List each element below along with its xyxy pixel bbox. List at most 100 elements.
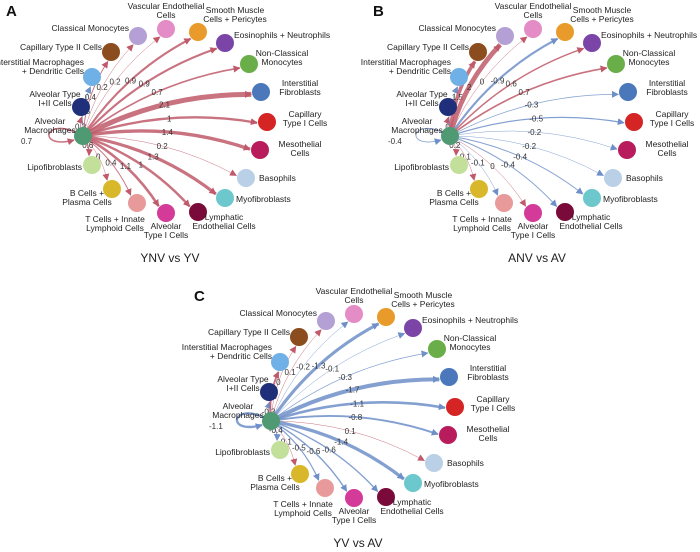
node-circle — [604, 169, 622, 187]
edge-label: 0.9 — [125, 76, 137, 85]
edge — [449, 135, 527, 207]
node-label: Myofibroblasts — [603, 194, 658, 204]
node-circle — [271, 353, 289, 371]
node-circle — [345, 489, 363, 507]
node: Classical Monocytes — [419, 23, 514, 45]
edge-label: 1 — [167, 114, 172, 123]
edge — [270, 332, 406, 422]
edge — [449, 65, 608, 137]
edge — [270, 375, 440, 423]
edge-label: -0.1 — [471, 158, 485, 167]
edge-label: 0 — [276, 378, 281, 387]
node-label: Vascular Endothelial Cells — [316, 286, 393, 305]
node-label: Eosinophils + Neutrophils — [601, 30, 697, 40]
node-circle — [607, 55, 625, 73]
node-label: Myofibroblasts — [424, 479, 479, 489]
edge-label: -0.3 — [338, 373, 352, 382]
edge — [269, 322, 380, 422]
edge — [270, 419, 405, 481]
node-circle — [316, 479, 334, 497]
edge-label: -1.3 — [312, 361, 326, 370]
edge-label: -0.9 — [491, 76, 505, 85]
edge — [82, 134, 217, 196]
edge — [270, 321, 349, 422]
node-label: B Cells + Plasma Cells — [429, 188, 479, 207]
node-label: Capillary Type II Cells — [208, 327, 290, 337]
node-label: Alveolar Type I Cells — [332, 506, 376, 525]
edge-label: -0.6 — [322, 445, 336, 454]
node-label: Eosinophils + Neutrophils — [422, 315, 518, 325]
edge — [449, 135, 604, 176]
edge — [82, 135, 237, 176]
node-label: Lipofibroblasts — [27, 162, 82, 172]
node-label: Alveolar Macrophages — [212, 401, 264, 420]
node-label: Interstitial Macrophages + Dendritic Cell… — [182, 342, 272, 361]
node-circle — [157, 204, 175, 222]
edge — [270, 420, 379, 493]
node-circle — [446, 398, 464, 416]
edge — [447, 43, 502, 137]
node-label: Lymphatic Endothelial Cells — [559, 212, 622, 231]
edge-label: 0.1 — [281, 437, 293, 446]
node-circle — [102, 43, 120, 61]
node-label: T Cells + Innate Lymphoid Cells — [273, 499, 333, 518]
edge-self-loop — [48, 127, 76, 146]
node: Vascular Endothelial Cells — [128, 1, 205, 38]
node-label: Interstitial Macrophages + Dendritic Cell… — [0, 57, 84, 76]
node: Capillary Type II Cells — [387, 42, 487, 61]
edge — [270, 420, 348, 492]
node-label: Alveolar Type I Cells — [144, 221, 188, 240]
node: Non-Classical Monocytes — [240, 48, 308, 73]
node-label: Alveolar Type I+II Cells — [217, 374, 269, 393]
edge — [270, 329, 322, 422]
edge — [81, 90, 252, 139]
edge-label: -0.3 — [525, 101, 539, 110]
edge-label: 0 — [96, 152, 101, 161]
edge-label: 1.1 — [120, 162, 132, 171]
edge-label: -1.1 — [350, 399, 364, 408]
edge — [82, 47, 218, 137]
node: T Cells + Innate Lymphoid Cells — [85, 194, 146, 233]
edge-label: -1.4 — [334, 437, 348, 446]
node-label: B Cells + Plasma Cells — [62, 188, 112, 207]
node-label: Lipofibroblasts — [394, 162, 449, 172]
node-circle — [128, 194, 146, 212]
edge-label: 0 — [490, 162, 495, 171]
node: Interstitial Fibroblasts — [619, 78, 688, 101]
edge — [82, 36, 161, 137]
node-circle — [260, 383, 278, 401]
panel-letter: B — [373, 3, 384, 20]
node-label: Non-Classical Monocytes — [623, 48, 676, 67]
node: Non-Classical Monocytes — [428, 333, 496, 358]
node-label: Interstitial Macrophages + Dendritic Cell… — [361, 57, 451, 76]
edge-label-self-loop: -0.4 — [388, 137, 402, 146]
node-circle — [404, 474, 422, 492]
node-circle — [470, 180, 488, 198]
node-label: Lipofibroblasts — [215, 447, 270, 457]
node: Alveolar Macrophages — [391, 116, 459, 145]
node: Lipofibroblasts — [27, 156, 101, 174]
node: Eosinophils + Neutrophils — [404, 315, 518, 337]
node: Eosinophils + Neutrophils — [216, 30, 330, 52]
node-label: Basophils — [447, 458, 484, 468]
node: Lipofibroblasts — [394, 156, 468, 174]
edge-label-self-loop: 0.7 — [21, 137, 33, 146]
panel-c: CYV vs AV-1.1-0.30.800.1-0.2-1.3-0.1-0.3… — [182, 286, 518, 550]
edge — [82, 65, 241, 137]
node: Mesothelial Cells — [251, 139, 322, 159]
node: Alveolar Macrophages — [212, 401, 280, 430]
edge-label: 0.4 — [105, 158, 117, 167]
edge — [82, 129, 251, 151]
node-label: Smooth Muscle Cells + Pericytes — [391, 290, 455, 309]
node-label: Non-Classical Monocytes — [256, 48, 309, 67]
node-label: Alveolar Type I+II Cells — [396, 89, 448, 108]
node-label: Capillary Type I Cells — [650, 109, 694, 128]
edge — [82, 44, 134, 137]
edge — [82, 37, 192, 137]
node-circle — [345, 305, 363, 323]
edge-label-self-loop: -1.1 — [209, 422, 223, 431]
node-label: Smooth Muscle Cells + Pericytes — [570, 5, 634, 24]
edges: -1.1-0.30.800.1-0.2-1.3-0.1-0.3-1.7-1.1-… — [209, 321, 446, 493]
node: Basophils — [425, 454, 484, 472]
node: Classical Monocytes — [52, 23, 147, 45]
